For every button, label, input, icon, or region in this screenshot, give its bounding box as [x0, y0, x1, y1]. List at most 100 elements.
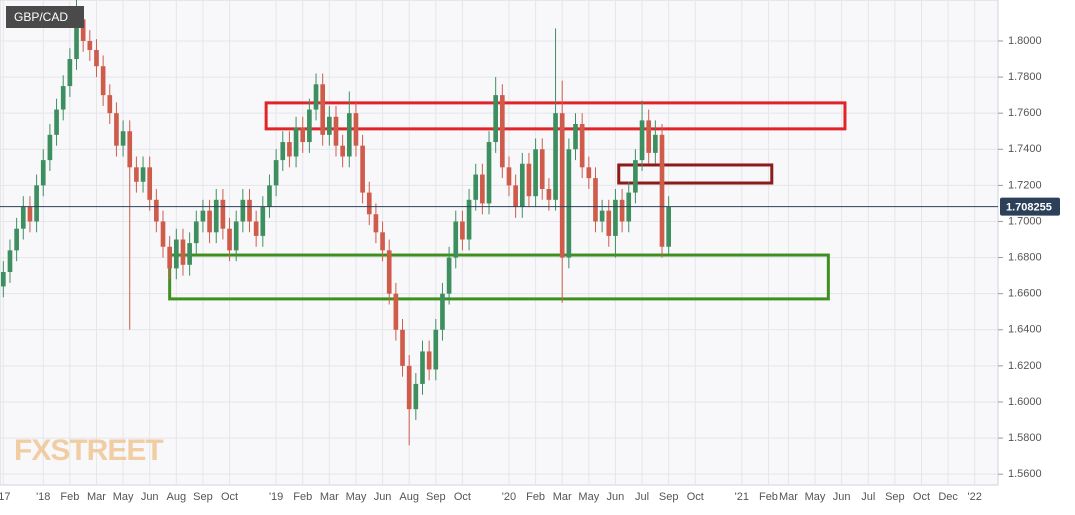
candle-body	[519, 163, 525, 208]
candle-body	[187, 243, 192, 265]
x-tick-label: Jul	[635, 491, 649, 503]
candle-body	[333, 116, 339, 146]
x-tick-label: Sep	[193, 491, 213, 503]
candle-body	[127, 131, 133, 168]
candle-body	[207, 210, 212, 233]
y-tick-label: 1.7000	[1008, 215, 1042, 227]
candle-body	[599, 210, 605, 222]
y-tick-label: 1.5600	[1008, 468, 1042, 480]
candle-body	[619, 199, 625, 222]
x-tick-label: Aug	[167, 491, 187, 503]
x-tick-label: Sep	[659, 491, 679, 503]
candle-body	[80, 19, 86, 41]
candle-body	[273, 160, 279, 186]
candle-body	[180, 239, 186, 265]
candle-body	[280, 142, 286, 161]
candle-body	[420, 351, 425, 384]
x-tick-label: Jun	[833, 491, 851, 503]
candle-body	[293, 127, 299, 157]
x-tick-label: Feb	[759, 491, 778, 503]
candle-body	[34, 185, 39, 222]
candle-body	[67, 59, 73, 87]
x-tick-label: Oct	[221, 491, 238, 503]
y-tick-label: 1.7200	[1008, 179, 1042, 191]
x-tick-label: Jul	[861, 491, 875, 503]
y-tick-label: 1.8000	[1008, 35, 1042, 47]
candle-body	[360, 145, 365, 193]
x-tick-label: Feb	[293, 491, 312, 503]
candle-body	[579, 124, 585, 168]
candle-body	[74, 19, 79, 60]
candle-body	[7, 250, 13, 273]
candle-body	[167, 246, 172, 269]
candle-body	[499, 95, 505, 168]
x-tick-label: May	[805, 491, 826, 503]
candle-body	[267, 185, 272, 208]
candle-body	[666, 207, 671, 247]
candle-body	[27, 207, 33, 222]
x-tick-label: Oct	[454, 491, 471, 503]
candle-body	[646, 120, 652, 153]
y-tick-label: 1.6600	[1008, 288, 1042, 300]
candle-body	[553, 113, 558, 200]
candle-body	[480, 174, 485, 204]
candle-body	[60, 86, 66, 110]
x-tick-label: May	[346, 491, 367, 503]
candle-body	[247, 199, 252, 222]
candle-body	[353, 113, 359, 146]
x-tick-label: Mar	[87, 491, 106, 503]
y-tick-label: 1.7800	[1008, 71, 1042, 83]
candle-body	[526, 163, 532, 197]
plot-area	[0, 0, 999, 486]
candle-body	[506, 167, 512, 186]
x-tick-label: May	[578, 491, 599, 503]
candle-body	[200, 210, 206, 222]
candle-body	[613, 199, 618, 236]
x-tick-label: Aug	[399, 491, 419, 503]
candle-body	[406, 365, 412, 410]
candle-body	[366, 192, 372, 215]
candle-body	[220, 199, 226, 229]
y-tick-label: 1.7600	[1008, 107, 1042, 119]
candle-body	[413, 383, 419, 410]
x-tick-label: '17	[0, 491, 10, 503]
x-tick-label: Oct	[913, 491, 930, 503]
x-tick-label: '21	[735, 491, 749, 503]
candle-body	[533, 149, 538, 197]
candle-body	[586, 167, 592, 179]
x-tick-label: Mar	[320, 491, 339, 503]
candle-body	[440, 293, 445, 330]
candle-body	[633, 160, 638, 193]
candle-body	[559, 113, 565, 258]
x-tick-label: Jun	[374, 491, 392, 503]
candle-body	[87, 40, 93, 50]
candle-body	[400, 329, 405, 366]
candle-body	[639, 120, 645, 161]
candle-body	[346, 113, 352, 157]
candle-body	[446, 257, 452, 294]
x-tick-label: Jun	[607, 491, 625, 503]
x-tick-label: Dec	[938, 491, 958, 503]
candle-body	[653, 134, 658, 153]
candle-body	[313, 84, 319, 110]
candle-body	[0, 272, 6, 287]
candle-body	[173, 239, 179, 269]
x-tick-label: May	[113, 491, 134, 503]
candle-body	[453, 221, 459, 258]
candle-body	[213, 199, 219, 233]
x-tick-label: Jun	[141, 491, 159, 503]
candle-body	[320, 84, 326, 135]
chart-title: GBP/CAD	[14, 10, 68, 24]
candle-body	[140, 167, 146, 182]
candle-body	[120, 131, 126, 146]
x-tick-label: '18	[36, 491, 50, 503]
x-tick-label: Sep	[426, 491, 446, 503]
y-tick-label: 1.7400	[1008, 143, 1042, 155]
candle-body	[606, 210, 612, 236]
x-tick-label: Feb	[526, 491, 545, 503]
candle-body	[154, 199, 159, 222]
symbol-badge	[6, 6, 84, 28]
x-tick-label: Mar	[553, 491, 572, 503]
candle-body	[513, 185, 518, 208]
